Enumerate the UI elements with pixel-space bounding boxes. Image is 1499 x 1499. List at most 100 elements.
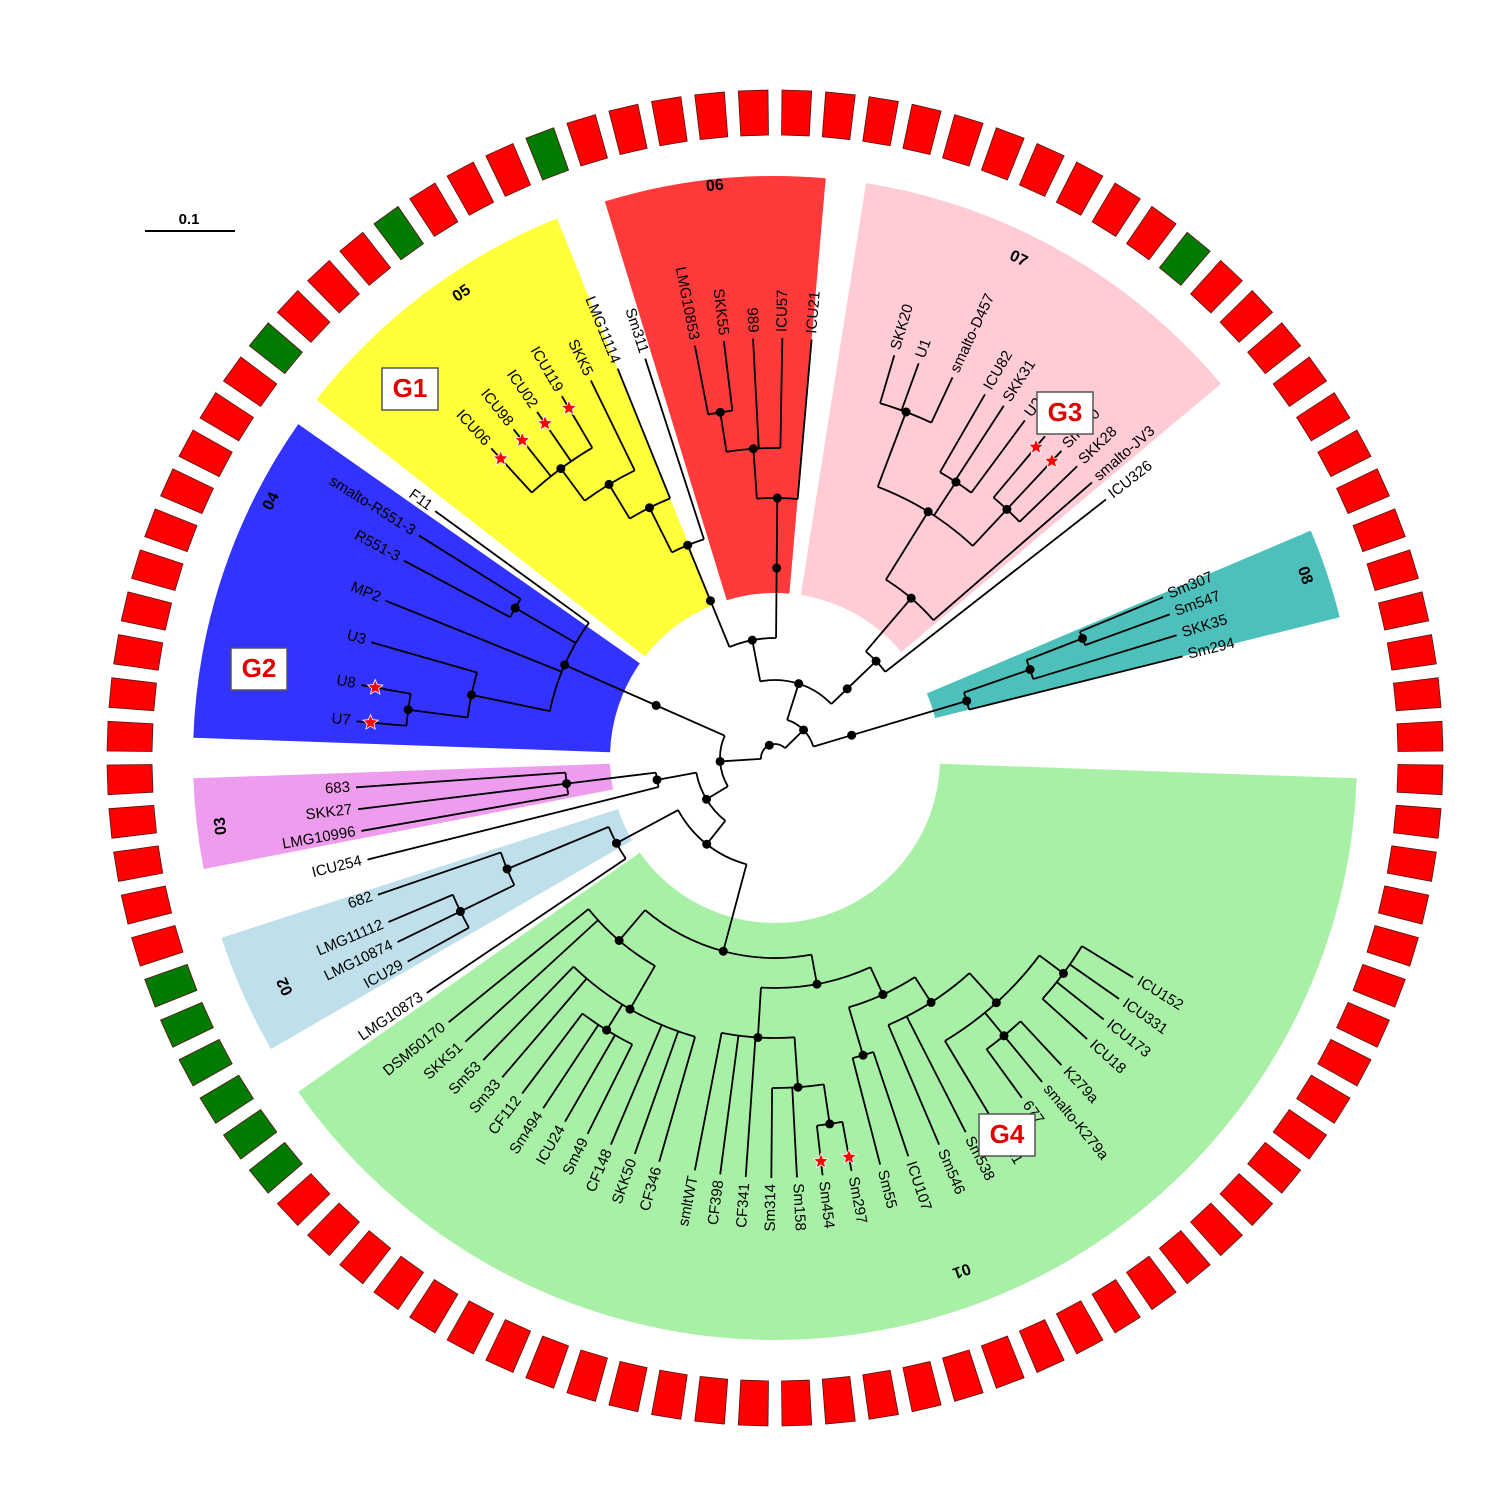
branch-line [605, 1004, 624, 1031]
marker-star-icon [492, 449, 510, 466]
ring-cell [131, 549, 184, 591]
ring-cell [1393, 677, 1442, 712]
branch-line [408, 708, 468, 719]
ring-cell [694, 91, 729, 140]
branch-line [968, 972, 998, 1004]
ring-cell [108, 677, 157, 712]
ring-cell [339, 231, 392, 286]
clade-label-07: 07 [1007, 247, 1031, 270]
leaf-label: ICU254 [310, 852, 363, 881]
branch-line [693, 345, 710, 415]
marker-star-icon [361, 713, 380, 730]
branch-line [371, 641, 478, 674]
branch-line [985, 1048, 1023, 1099]
branch-line [1019, 1020, 1063, 1066]
branch-line [586, 1043, 634, 1135]
leaf-label: CF398 [705, 1179, 728, 1226]
branch-line [905, 1015, 967, 1133]
ring-cell [566, 1349, 608, 1402]
clade-label-04: 04 [260, 489, 283, 513]
ring-cell [1247, 322, 1302, 375]
leaf-label: 683 [324, 779, 350, 798]
ring-cell [1377, 885, 1430, 925]
group-label: G1 [393, 373, 428, 403]
ring-cell [1018, 1319, 1065, 1373]
node-dot [718, 946, 728, 956]
ring-cell [942, 114, 984, 167]
ring-cell [373, 1255, 425, 1311]
branch-line [775, 498, 779, 569]
node-dot [625, 1004, 635, 1014]
branch-line [426, 857, 627, 994]
ring-cell [1296, 392, 1351, 442]
ring-cell [1377, 591, 1430, 631]
branch-line [810, 954, 818, 985]
leaf-label: U8 [335, 672, 357, 692]
node-dot [926, 997, 936, 1007]
ring-cell [178, 429, 233, 478]
ring-cell [1190, 259, 1243, 314]
ring-cell [1317, 1038, 1372, 1087]
ring-cell [131, 925, 184, 967]
ring-cell [178, 1038, 233, 1087]
ring-cell [113, 845, 164, 882]
marker-star-icon [366, 678, 384, 695]
node-dot [871, 656, 881, 666]
branch-line [482, 965, 575, 1061]
clade-label-03: 03 [211, 816, 230, 836]
ring-cell [781, 1379, 813, 1427]
ring-cell [307, 259, 360, 314]
branch-line [358, 782, 567, 811]
node-dot [645, 503, 655, 513]
node-dot [604, 479, 614, 489]
ring-cell [1296, 1074, 1351, 1124]
ring-cell [446, 161, 495, 216]
branch-line [686, 544, 712, 602]
branch-line [775, 567, 778, 639]
node-dot [562, 779, 572, 789]
branch-line [590, 380, 636, 471]
branch-line [566, 771, 657, 785]
node-dot [602, 1025, 612, 1035]
node-dot [794, 679, 804, 689]
ring-cell [1386, 845, 1437, 882]
node-dot [764, 740, 774, 750]
ring-cell [106, 764, 154, 796]
outer-ring [106, 89, 1444, 1427]
branch-line [542, 1024, 600, 1109]
ring-cell [737, 1379, 769, 1427]
ring-cell [222, 1108, 278, 1160]
branch-line [722, 864, 748, 952]
ring-cell [566, 114, 608, 167]
ring-cell [160, 468, 214, 515]
branch-line [1079, 596, 1164, 633]
marker-star-icon [840, 1148, 858, 1165]
branch-line [514, 607, 577, 644]
leaf-label: Sm454 [815, 1180, 837, 1229]
ring-cell [1366, 925, 1419, 967]
ring-cell [409, 182, 459, 237]
branch-line [1018, 465, 1078, 523]
group-box-g2: G2 [230, 647, 288, 691]
ring-cell [1352, 963, 1406, 1008]
branch-line [751, 639, 762, 682]
ring-cell [106, 720, 154, 752]
ring-cell [1091, 182, 1141, 237]
ring-cell [1393, 804, 1442, 839]
branch-line [1032, 634, 1177, 680]
node-dot [611, 838, 621, 848]
branch-line [618, 909, 646, 942]
ring-cell [1272, 356, 1328, 408]
node-dot [403, 705, 413, 715]
branch-line [851, 700, 967, 737]
ring-cell [199, 1074, 254, 1124]
ring-cell [1219, 290, 1274, 343]
branch-line [471, 693, 551, 713]
node-dot [858, 1050, 868, 1060]
branch-line [460, 884, 515, 913]
ring-cell [902, 103, 942, 156]
tree-branches [355, 338, 1183, 1178]
branch-line [972, 508, 1008, 547]
node-dot [748, 444, 758, 454]
branch-line [822, 1084, 831, 1125]
